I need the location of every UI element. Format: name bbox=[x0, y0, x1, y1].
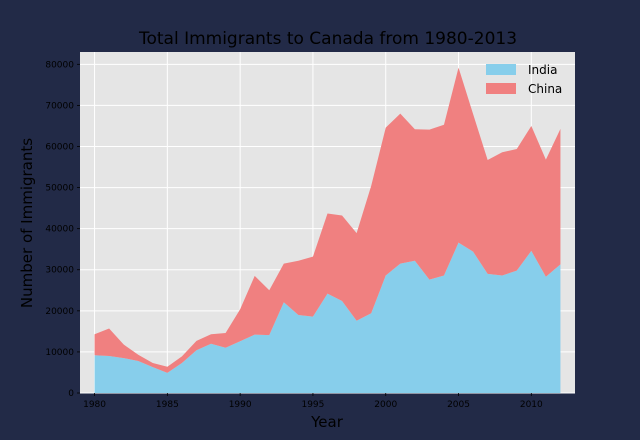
legend-swatch-china bbox=[486, 83, 516, 94]
y-tick-label: 70000 bbox=[45, 101, 74, 111]
x-axis-title: Year bbox=[310, 413, 344, 431]
y-tick-label: 0 bbox=[68, 389, 74, 399]
area-china bbox=[94, 67, 561, 373]
legend: India China bbox=[486, 63, 562, 96]
x-tick-label: 1985 bbox=[156, 400, 179, 410]
y-tick-label: 10000 bbox=[45, 348, 74, 358]
legend-label-india: India bbox=[528, 63, 557, 77]
legend-swatch-india bbox=[486, 64, 516, 75]
x-tick-label: 2000 bbox=[374, 400, 397, 410]
y-tick-label: 20000 bbox=[45, 307, 74, 317]
chart-title: Total Immigrants to Canada from 1980-201… bbox=[138, 29, 517, 49]
x-tick-label: 1980 bbox=[83, 400, 106, 410]
y-tick-label: 40000 bbox=[45, 225, 74, 235]
x-tick-label: 2010 bbox=[520, 400, 543, 410]
plot-area: 1980 1985 1990 1995 2000 2005 2010 0 10000 20000 3… bbox=[45, 52, 575, 410]
y-tick-label: 30000 bbox=[45, 266, 74, 276]
x-tick-label: 1995 bbox=[301, 400, 324, 410]
y-axis-title: Number of Immigrants bbox=[18, 138, 36, 308]
y-tick-label: 80000 bbox=[45, 60, 74, 70]
y-tick-label: 60000 bbox=[45, 142, 74, 152]
x-tick-label: 1990 bbox=[229, 400, 252, 410]
y-tick-label: 50000 bbox=[45, 184, 74, 194]
legend-label-china: China bbox=[528, 82, 562, 96]
x-tick-label: 2005 bbox=[447, 400, 470, 410]
area-india bbox=[94, 242, 561, 393]
